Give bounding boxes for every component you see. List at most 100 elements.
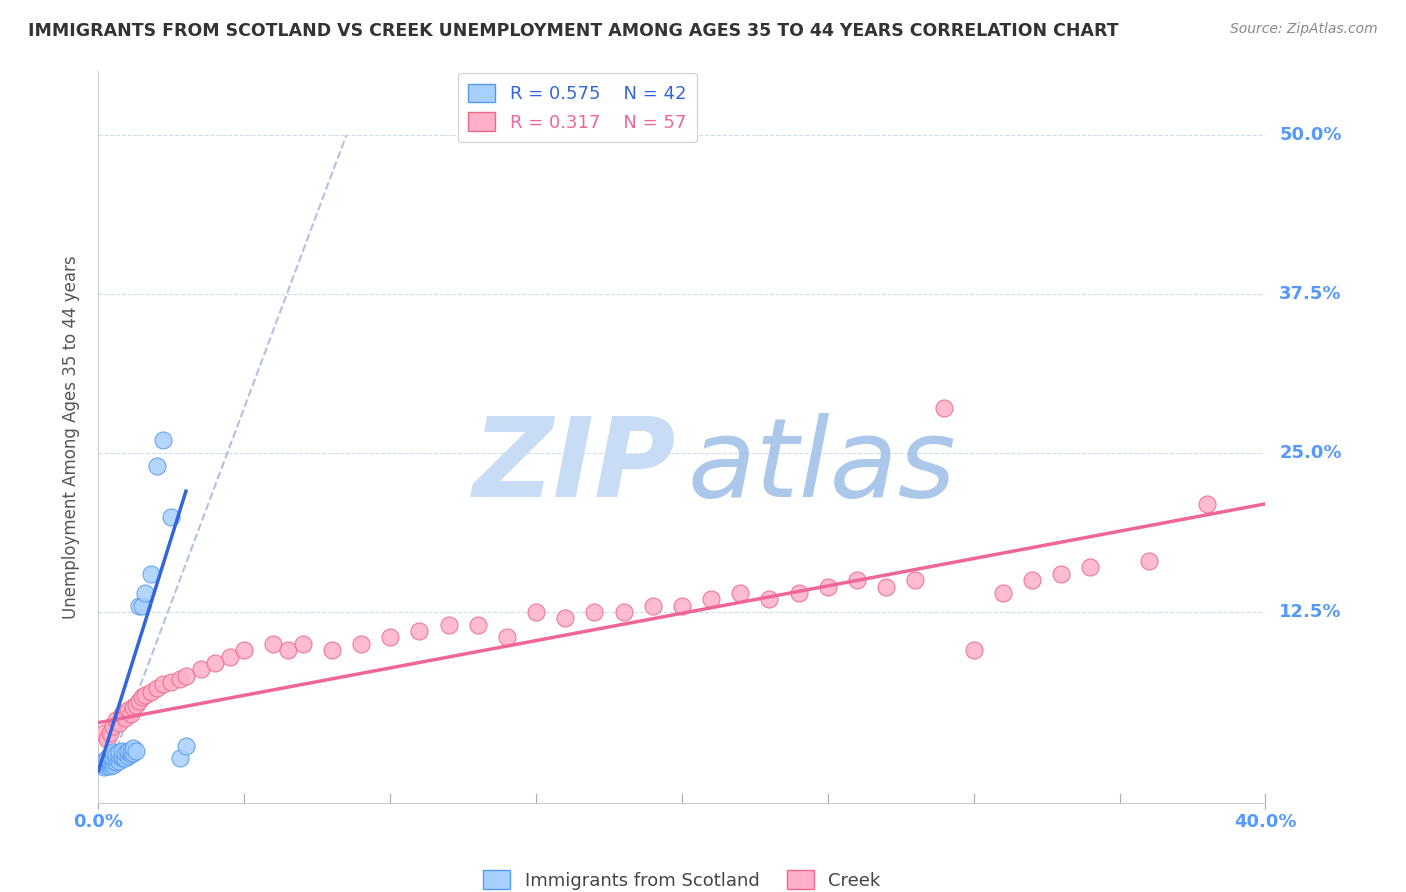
Point xyxy=(160,509,183,524)
Point xyxy=(146,681,169,696)
Point xyxy=(1080,560,1102,574)
Point xyxy=(101,719,124,733)
Point xyxy=(817,580,839,594)
Point xyxy=(120,706,142,721)
Y-axis label: Unemployment Among Ages 35 to 44 years: Unemployment Among Ages 35 to 44 years xyxy=(62,255,80,619)
Point xyxy=(1050,566,1073,581)
Point xyxy=(117,748,139,763)
Point xyxy=(122,741,145,756)
Point xyxy=(262,637,284,651)
Point xyxy=(131,690,153,705)
Point xyxy=(169,751,191,765)
Point xyxy=(146,458,169,473)
Point xyxy=(131,599,153,613)
Text: 50.0%: 50.0% xyxy=(1279,126,1341,144)
Point xyxy=(101,757,124,772)
Point xyxy=(104,713,127,727)
Point xyxy=(700,592,723,607)
Point xyxy=(134,586,156,600)
Point xyxy=(962,643,984,657)
Text: IMMIGRANTS FROM SCOTLAND VS CREEK UNEMPLOYMENT AMONG AGES 35 TO 44 YEARS CORRELA: IMMIGRANTS FROM SCOTLAND VS CREEK UNEMPL… xyxy=(28,22,1119,40)
Point xyxy=(114,710,136,724)
Point xyxy=(467,617,489,632)
Point xyxy=(554,611,576,625)
Point xyxy=(128,694,150,708)
Point xyxy=(122,700,145,714)
Point xyxy=(991,586,1014,600)
Point xyxy=(437,617,460,632)
Point xyxy=(111,744,134,758)
Point xyxy=(96,759,118,773)
Point xyxy=(111,751,134,765)
Point xyxy=(233,643,256,657)
Point xyxy=(190,662,212,676)
Point xyxy=(125,698,148,712)
Point xyxy=(934,401,956,416)
Point xyxy=(90,757,112,772)
Point xyxy=(101,751,124,765)
Point xyxy=(96,756,118,771)
Point xyxy=(101,754,124,768)
Point xyxy=(169,673,191,687)
Point xyxy=(787,586,810,600)
Point xyxy=(114,746,136,760)
Point xyxy=(524,605,547,619)
Point xyxy=(730,586,752,600)
Point xyxy=(758,592,780,607)
Point xyxy=(671,599,693,613)
Point xyxy=(1137,554,1160,568)
Point xyxy=(152,677,174,691)
Point xyxy=(846,573,869,587)
Point xyxy=(641,599,664,613)
Point xyxy=(134,688,156,702)
Point xyxy=(160,675,183,690)
Text: atlas: atlas xyxy=(688,413,956,520)
Point xyxy=(583,605,606,619)
Point xyxy=(96,751,118,765)
Text: ZIP: ZIP xyxy=(472,413,676,520)
Point xyxy=(98,756,121,771)
Point xyxy=(612,605,634,619)
Point xyxy=(111,748,134,763)
Point xyxy=(218,649,240,664)
Point xyxy=(139,685,162,699)
Point xyxy=(117,703,139,717)
Point xyxy=(139,566,162,581)
Point xyxy=(98,759,121,773)
Point xyxy=(380,631,402,645)
Point xyxy=(152,434,174,448)
Point xyxy=(111,706,134,721)
Point xyxy=(350,637,373,651)
Point xyxy=(93,726,115,740)
Point xyxy=(117,744,139,758)
Point xyxy=(96,732,118,747)
Point xyxy=(291,637,314,651)
Point xyxy=(904,573,927,587)
Point xyxy=(114,751,136,765)
Point xyxy=(104,755,127,769)
Point xyxy=(108,748,131,763)
Point xyxy=(321,643,343,657)
Point xyxy=(93,754,115,768)
Point xyxy=(496,631,519,645)
Point xyxy=(108,715,131,730)
Point xyxy=(122,746,145,760)
Legend: Immigrants from Scotland, Creek: Immigrants from Scotland, Creek xyxy=(477,863,887,892)
Point xyxy=(277,643,299,657)
Point xyxy=(204,656,226,670)
Point xyxy=(125,744,148,758)
Point xyxy=(117,745,139,759)
Point xyxy=(101,745,124,759)
Point xyxy=(108,745,131,759)
Text: 12.5%: 12.5% xyxy=(1279,603,1341,621)
Text: 25.0%: 25.0% xyxy=(1279,444,1341,462)
Point xyxy=(128,599,150,613)
Text: Source: ZipAtlas.com: Source: ZipAtlas.com xyxy=(1230,22,1378,37)
Point xyxy=(98,748,121,763)
Point xyxy=(1021,573,1043,587)
Point xyxy=(98,754,121,768)
Point xyxy=(108,754,131,768)
Point xyxy=(120,747,142,762)
Point xyxy=(174,668,197,682)
Point xyxy=(104,747,127,762)
